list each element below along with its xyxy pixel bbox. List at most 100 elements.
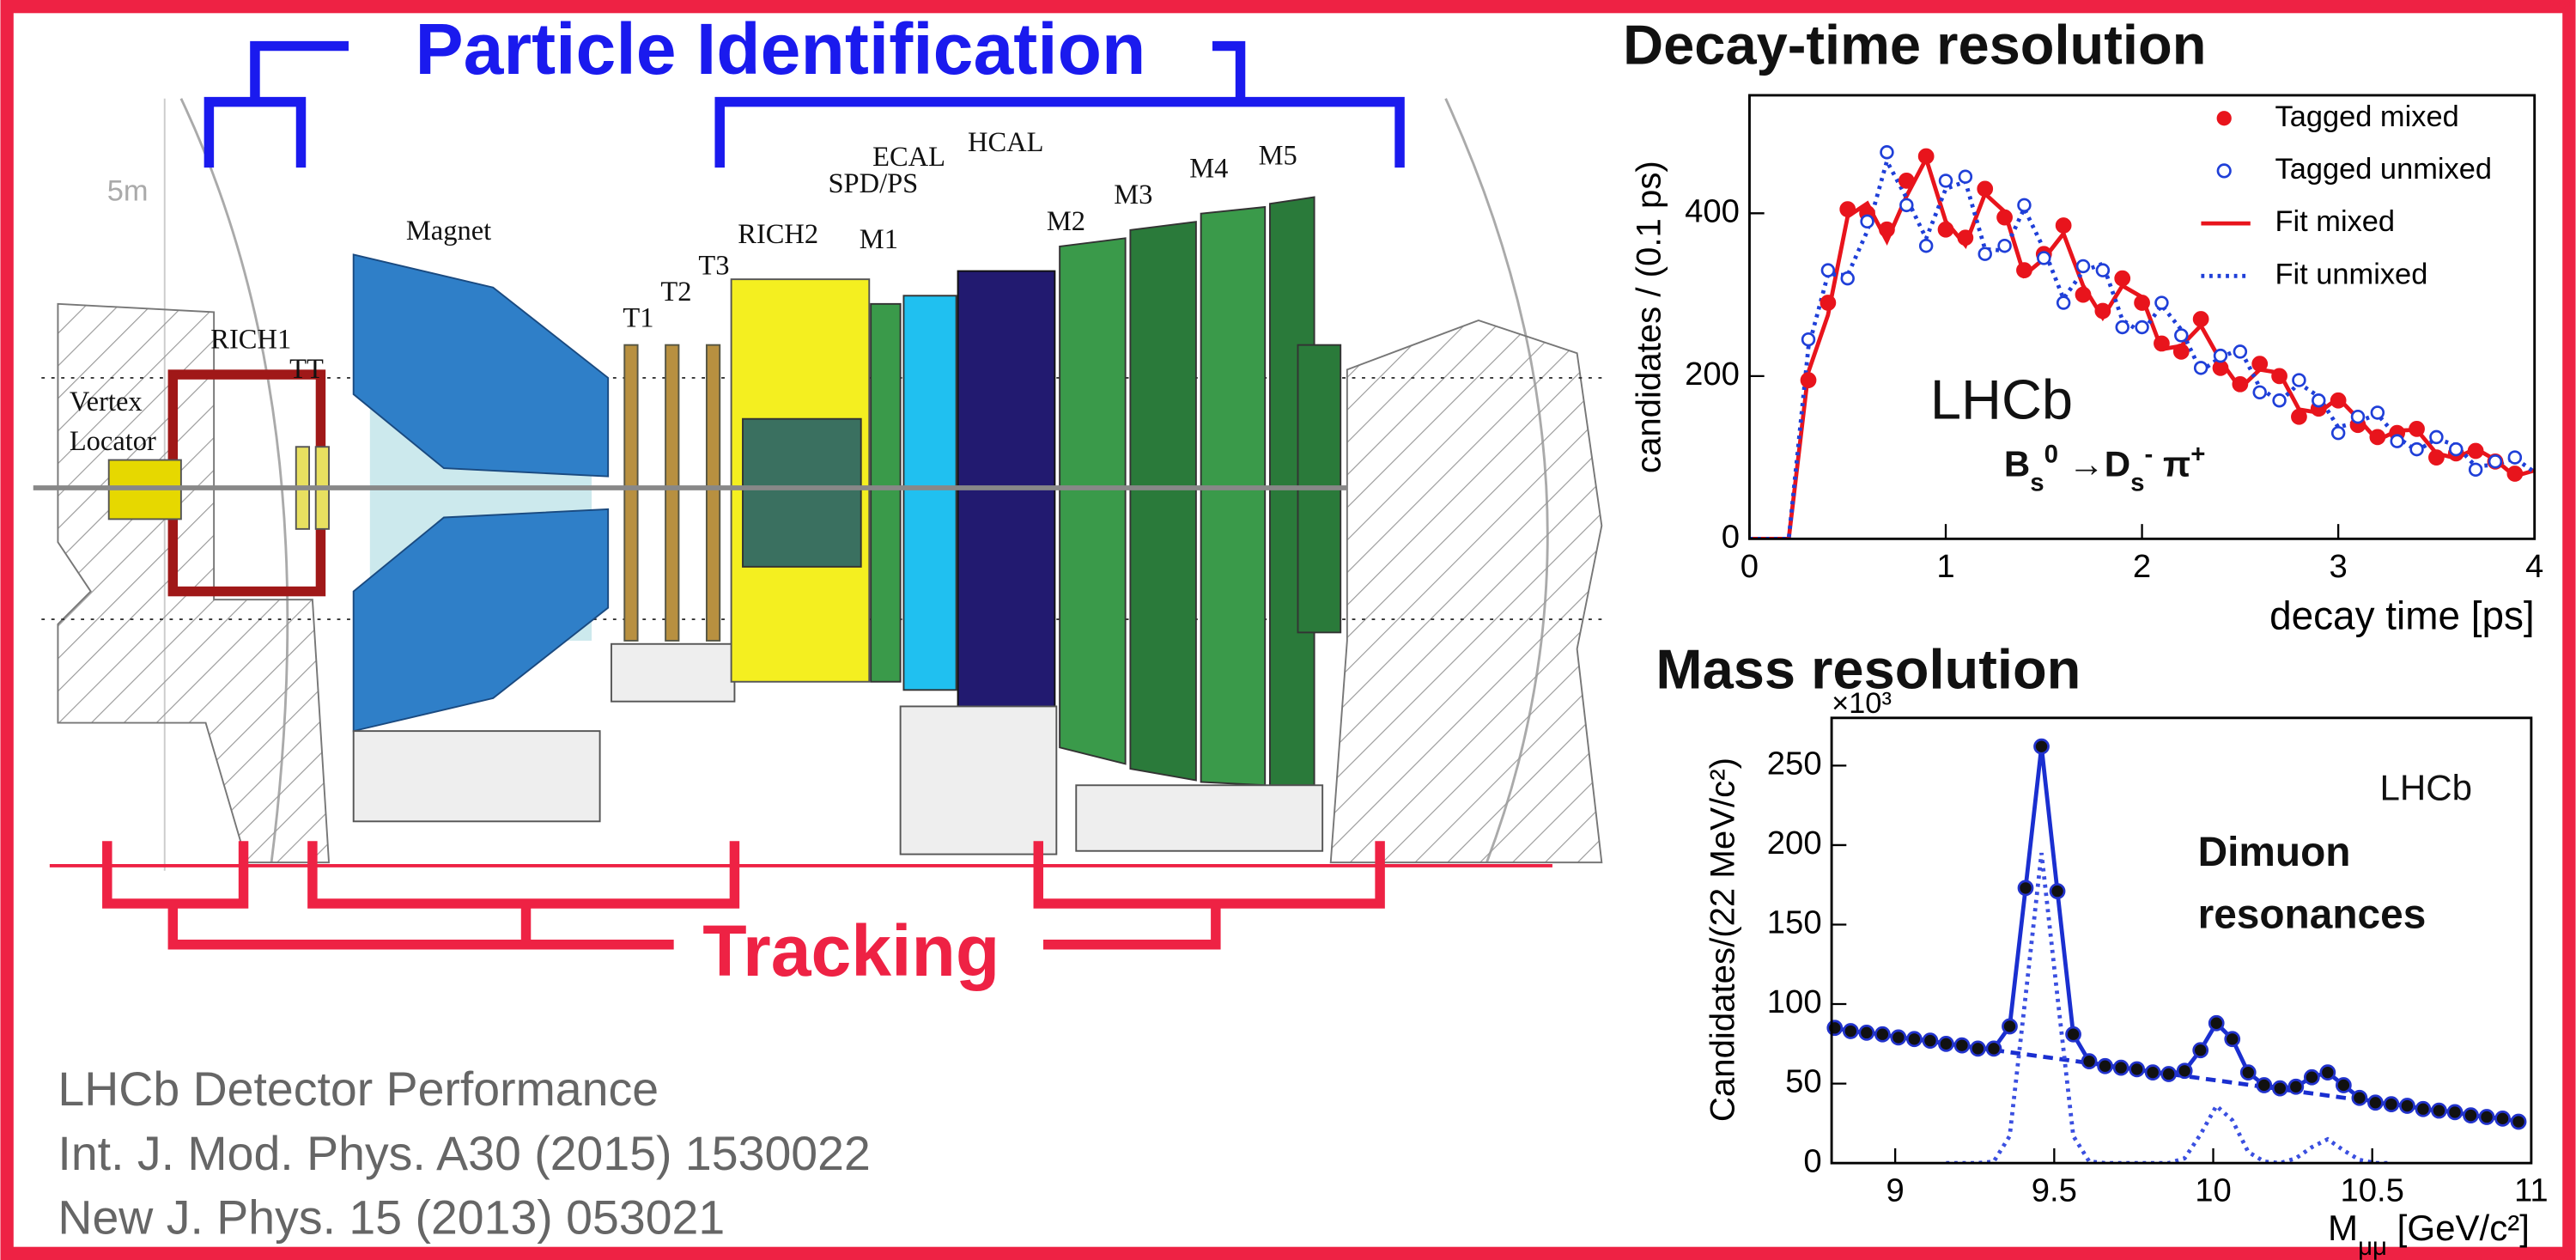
annotation: LHCb [2379,767,2472,807]
detector-label: RICH2 [738,219,818,250]
text-part: μμ [2358,1233,2387,1260]
data-point [1880,145,1894,160]
x-tick-label: 9 [1886,1172,1905,1209]
data-point [2494,1110,2511,1127]
legend-label: Tagged unmixed [2275,153,2492,186]
data-point [2369,429,2386,446]
data-point [1937,221,1954,238]
data-point [1839,201,1856,217]
data-point [2428,449,2445,466]
data-point [2506,466,2524,482]
data-point [2049,883,2066,899]
data-point [2055,217,2072,234]
data-point [2075,259,2091,274]
data-point [2154,295,2169,310]
y-tick-label: 0 [1803,1142,1821,1179]
detector-label: SPD/PS [828,168,918,199]
data-point [2370,405,2385,420]
data-point [2287,1078,2305,1095]
data-point [2002,1018,2018,1035]
data-point [2252,385,2267,400]
data-point [2174,328,2189,343]
y-multiplier: ×10³ [1832,687,1892,720]
data-point [1977,180,1994,198]
y-axis-label: Candidates/(22 MeV/c²) [1703,758,1741,1122]
x-tick-label: 10.5 [2340,1172,2403,1209]
detector-label: Vertex [70,387,143,417]
text-part: 0 [2044,440,2058,468]
data-point [2176,1062,2193,1080]
bracket [307,841,740,909]
data-point [2172,344,2190,360]
data-point [2095,263,2111,277]
tracking-station [705,344,721,642]
pid-label: Particle Identification [416,9,1146,89]
text-part: s [2030,468,2044,496]
chart: Mass resolution Candidates/(22 MeV/c²) Mμμ… [1656,637,2548,1260]
rich2-core [742,417,862,568]
chart-title: Decay-time resolution [1623,14,2206,76]
text-part: [GeV/c²] [2387,1208,2530,1248]
data-point [2409,441,2424,457]
pid-bracket [204,40,1405,168]
data-point [2081,1053,2098,1070]
data-point [2303,1068,2320,1086]
data-point [1997,239,2012,253]
detector-label: M3 [1114,180,1152,210]
data-point [2016,262,2032,279]
data-point [2468,462,2483,478]
data-point [2335,1077,2352,1093]
text-part: B [2004,444,2030,484]
plot-frame [1748,94,2537,540]
tracking-station [623,344,639,642]
data-point [2154,335,2170,352]
data-point [2232,375,2249,393]
detector-label: T3 [698,250,729,281]
detector-label: M5 [1259,140,1297,171]
data-point [1938,1035,1954,1052]
data-point [2272,393,2287,408]
y-tick-label: 200 [1685,356,1740,393]
data-point [2446,1104,2464,1121]
data-point [2134,295,2150,311]
detector-label: M4 [1189,154,1228,185]
annotation: Dimuon [2198,830,2351,875]
detector-label: Magnet [406,216,491,247]
x-tick-label: 4 [2525,548,2543,585]
scale-label: 5m [107,174,149,207]
annotation: LHCb [1930,368,2073,431]
data-point [1860,214,1874,229]
detector-label: M2 [1047,206,1085,237]
muon-station [1059,237,1127,765]
y-tick-label: 0 [1722,518,1740,555]
data-point [2507,450,2523,465]
y-tick-label: 250 [1767,745,1822,782]
data-point [2350,409,2366,424]
detector-label: T1 [623,303,653,334]
data-point [1953,1037,1971,1054]
data-point [1842,1023,1859,1039]
magnet-coil [352,253,610,478]
data-point [1820,263,1836,277]
y-axis-label: candidates / (0.1 ps) [1629,161,1668,473]
data-point [2193,361,2208,375]
data-point [2312,393,2326,408]
support [611,642,736,703]
data-point [2033,738,2050,755]
x-tick-label: 9.5 [2032,1172,2077,1209]
data-point [1826,1020,1844,1037]
data-point [1918,239,1934,253]
x-axis-label: Mμμ [GeV/c²] [2328,1208,2530,1260]
data-point [2429,429,2444,445]
legend-label: Fit unmixed [2275,258,2428,290]
data-point [2037,251,2051,265]
y-tick-label: 50 [1785,1063,1822,1100]
data-point [2478,1109,2495,1125]
data-point [1879,221,1895,238]
data-point [2017,880,2034,897]
data-point [2510,1113,2527,1130]
data-point [1890,1029,1907,1046]
data-point [2233,344,2248,359]
data-point [2271,1080,2288,1097]
